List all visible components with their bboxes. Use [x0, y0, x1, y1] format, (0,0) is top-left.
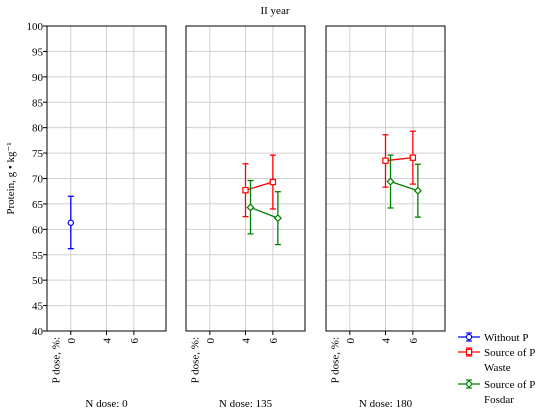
y-tick-label: 85 — [32, 97, 44, 109]
legend-label-line2: Waste — [484, 362, 511, 374]
data-point — [386, 177, 395, 186]
y-tick-label: 95 — [32, 46, 44, 58]
y-tick-label: 65 — [32, 199, 44, 211]
y-tick-label: 60 — [32, 224, 44, 236]
panel-label: N dose: 0 — [85, 398, 128, 410]
y-tick-label: 50 — [32, 275, 44, 287]
data-point — [382, 157, 389, 164]
x-tick-label: 0 — [345, 338, 357, 344]
y-tick-label: 45 — [32, 301, 44, 313]
y-tick-label: 75 — [32, 148, 44, 160]
y-tick-label: 40 — [32, 326, 44, 338]
y-tick-label: 70 — [32, 174, 44, 186]
legend-label: Source of P — [484, 347, 535, 359]
panel-label: N dose: 135 — [219, 398, 273, 410]
legend-marker — [464, 379, 474, 389]
x-tick-label: 6 — [268, 338, 280, 344]
data-point — [273, 214, 282, 223]
y-axis-label: Protein, g • kg⁻¹ — [5, 142, 17, 214]
data-point — [246, 203, 255, 212]
x-tick-label: 0 — [205, 338, 217, 344]
data-point — [269, 178, 277, 186]
series-line — [390, 180, 419, 192]
x-tick-label: 6 — [408, 338, 420, 344]
panel-label: N dose: 180 — [359, 398, 413, 410]
data-point — [242, 186, 249, 194]
y-tick-label: 100 — [27, 21, 44, 33]
legend-marker — [465, 333, 473, 341]
x-tick-label: 4 — [241, 338, 253, 344]
legend-marker — [465, 348, 473, 356]
x-tick-label: 0 — [66, 338, 78, 344]
y-tick-label: 55 — [32, 250, 44, 262]
x-tick-label: 4 — [102, 338, 114, 344]
x-tick-label: 4 — [381, 338, 393, 344]
data-point — [67, 219, 75, 226]
series-line — [250, 206, 279, 219]
legend-label-line2: Fosdar — [484, 394, 514, 406]
legend-label: Source of P — [484, 379, 535, 391]
data-point — [413, 186, 422, 195]
legend-label: Without P — [484, 332, 528, 344]
y-tick-label: 90 — [32, 72, 44, 84]
x-tick-label: 6 — [129, 338, 141, 344]
series-line — [385, 157, 413, 162]
x-axis-label: P dose, %: — [329, 337, 341, 383]
y-tick-label: 80 — [32, 123, 44, 135]
series-line — [245, 181, 274, 191]
data-point — [409, 154, 417, 161]
chart-title: II year — [260, 5, 289, 17]
x-axis-label: P dose, %: — [50, 337, 62, 383]
x-axis-label: P dose, %: — [189, 337, 201, 383]
